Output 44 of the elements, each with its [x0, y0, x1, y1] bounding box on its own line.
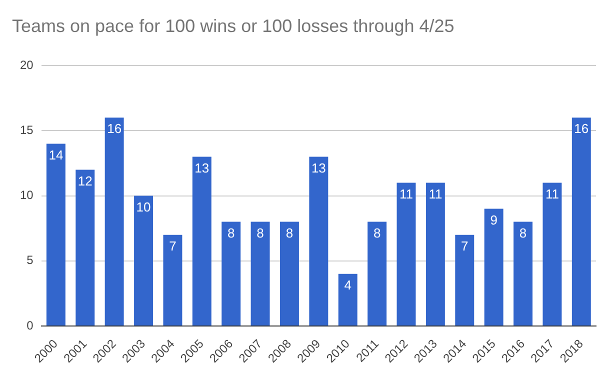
bar	[572, 118, 591, 326]
bar	[280, 222, 299, 326]
bar	[222, 222, 241, 326]
y-tick-label: 10	[20, 188, 34, 202]
bar	[484, 208, 504, 326]
data-label: 10	[136, 199, 151, 214]
data-label: 13	[194, 160, 210, 176]
y-tick-label: 5	[26, 253, 34, 268]
data-label: 8	[373, 225, 381, 240]
data-label: 9	[490, 212, 498, 228]
data-label: 7	[169, 238, 176, 254]
data-label: 11	[400, 186, 413, 202]
bar	[104, 118, 124, 326]
bar	[514, 222, 533, 326]
bar	[134, 196, 154, 326]
bar	[163, 234, 182, 326]
data-label: 13	[311, 160, 326, 176]
data-label: 11	[428, 186, 442, 202]
data-label: 4	[344, 277, 352, 292]
data-label: 8	[256, 225, 264, 240]
bar	[250, 222, 270, 326]
data-label: 14	[48, 147, 64, 162]
bar	[455, 234, 474, 326]
data-label: 16	[107, 121, 122, 136]
data-label: 8	[227, 225, 235, 240]
y-tick-label: 20	[20, 58, 34, 72]
data-label: 8	[286, 225, 294, 240]
data-label: 8	[519, 225, 527, 240]
bar	[46, 144, 66, 326]
bar	[338, 274, 358, 326]
data-label: 16	[574, 121, 589, 136]
bar	[192, 156, 212, 326]
bar	[542, 182, 562, 326]
data-label: 11	[545, 186, 559, 202]
y-tick-label: 15	[20, 123, 34, 137]
bar	[368, 222, 387, 326]
data-label: 12	[78, 173, 92, 188]
chart-title: Teams on pace for 100 wins or 100 losses through 4/25	[12, 16, 454, 36]
bar	[309, 156, 328, 326]
y-tick-label: 0	[26, 318, 34, 332]
bar	[396, 182, 416, 326]
bar	[426, 182, 445, 326]
bar	[76, 170, 95, 326]
data-label: 7	[461, 238, 468, 254]
